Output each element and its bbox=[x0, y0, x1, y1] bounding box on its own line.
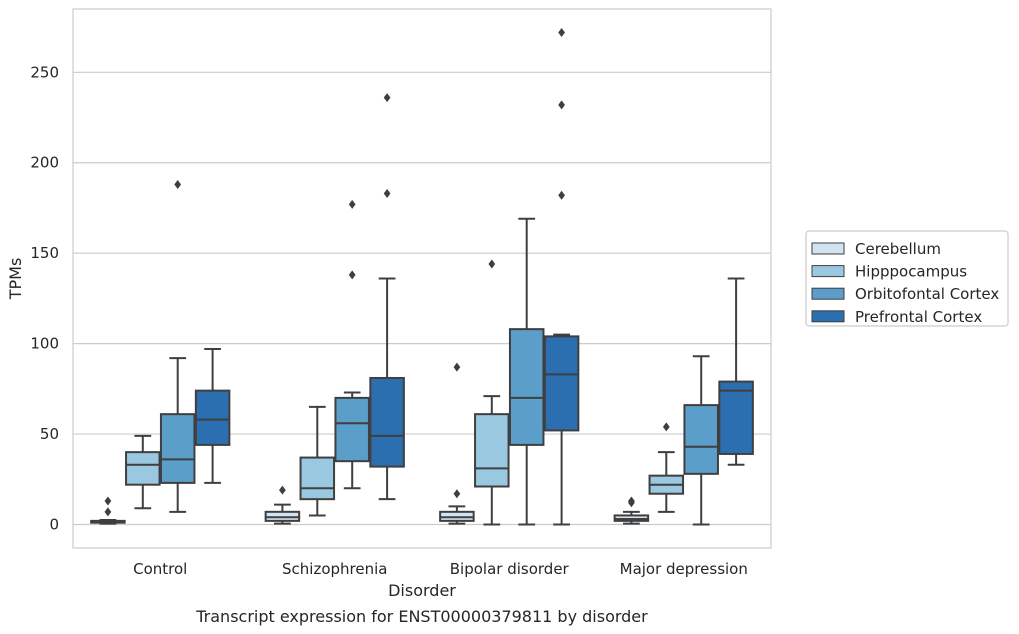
box bbox=[299, 405, 336, 517]
box-iqr bbox=[683, 404, 719, 475]
legend-swatch bbox=[811, 242, 845, 255]
box-plot-series bbox=[90, 28, 754, 526]
x-tick-label: Major depression bbox=[620, 560, 748, 578]
y-tick-label: 150 bbox=[30, 244, 59, 262]
box bbox=[613, 496, 650, 525]
outlier-point bbox=[383, 188, 391, 198]
box bbox=[474, 259, 510, 526]
box-iqr bbox=[194, 389, 231, 446]
outlier-point bbox=[558, 28, 565, 38]
box-iqr bbox=[474, 413, 510, 488]
box bbox=[439, 362, 475, 525]
box-iqr bbox=[718, 380, 754, 455]
legend-label: Hipppocampus bbox=[855, 263, 967, 281]
box-iqr bbox=[543, 335, 580, 432]
outlier-point bbox=[383, 93, 391, 103]
y-tick-label: 0 bbox=[49, 515, 59, 533]
box-iqr bbox=[334, 396, 370, 463]
box-iqr bbox=[369, 376, 405, 468]
outlier-point bbox=[348, 270, 356, 280]
box bbox=[683, 355, 719, 526]
series-hipppocampus bbox=[125, 259, 685, 526]
series-orbitofontal-cortex bbox=[159, 179, 719, 526]
box bbox=[543, 28, 580, 526]
outlier-point bbox=[558, 190, 565, 200]
outlier-point bbox=[453, 489, 461, 499]
box bbox=[369, 93, 405, 501]
legend-swatch bbox=[811, 287, 845, 300]
outlier-point bbox=[453, 362, 461, 372]
outlier-point bbox=[628, 496, 635, 506]
legend-label: Cerebellum bbox=[855, 240, 941, 258]
box bbox=[90, 496, 126, 525]
legend-frame bbox=[805, 230, 1009, 327]
series-cerebellum bbox=[90, 362, 650, 525]
y-tick-label: 100 bbox=[30, 335, 59, 353]
outlier-point bbox=[279, 485, 286, 495]
box bbox=[334, 199, 370, 490]
chart-title: Transcript expression for ENST0000037981… bbox=[195, 607, 648, 626]
box bbox=[718, 277, 754, 466]
x-axis-ticks: Control Schizophrenia Bipolar disorder Majo… bbox=[133, 560, 748, 578]
outlier-point bbox=[174, 179, 182, 189]
y-tick-label: 250 bbox=[30, 63, 59, 81]
legend-swatch bbox=[811, 310, 845, 323]
legend-swatch bbox=[811, 265, 845, 278]
y-tick-label: 200 bbox=[30, 154, 59, 172]
outlier-point bbox=[104, 496, 112, 506]
box bbox=[264, 485, 301, 525]
x-tick-label: Schizophrenia bbox=[282, 560, 387, 578]
x-axis-label: Disorder bbox=[388, 581, 456, 600]
outlier-point bbox=[488, 259, 496, 269]
legend-label: Prefrontal Cortex bbox=[855, 308, 982, 326]
outlier-point bbox=[662, 422, 670, 432]
box-iqr bbox=[125, 451, 161, 486]
box-iqr bbox=[299, 456, 336, 501]
box bbox=[508, 217, 545, 526]
box bbox=[648, 422, 685, 513]
outlier-point bbox=[104, 507, 112, 517]
y-tick-label: 50 bbox=[40, 425, 59, 443]
outlier-point bbox=[348, 199, 356, 209]
plot-frame bbox=[72, 8, 772, 549]
legend: Cerebellum Hipppocampus Orbitofontal Corte… bbox=[805, 230, 1009, 327]
y-axis-ticks: 0 50 100 150 200 250 bbox=[30, 63, 59, 533]
x-tick-label: Control bbox=[133, 560, 187, 578]
y-axis-label: TPMs bbox=[6, 258, 25, 301]
box bbox=[194, 348, 231, 484]
x-tick-label: Bipolar disorder bbox=[450, 560, 570, 578]
series-prefrontal-cortex bbox=[194, 28, 754, 526]
box-iqr bbox=[508, 328, 545, 446]
box bbox=[125, 434, 161, 510]
box-iqr bbox=[159, 413, 196, 484]
outlier-point bbox=[558, 100, 565, 110]
box bbox=[159, 179, 196, 513]
legend-label: Orbitofontal Cortex bbox=[855, 285, 999, 303]
